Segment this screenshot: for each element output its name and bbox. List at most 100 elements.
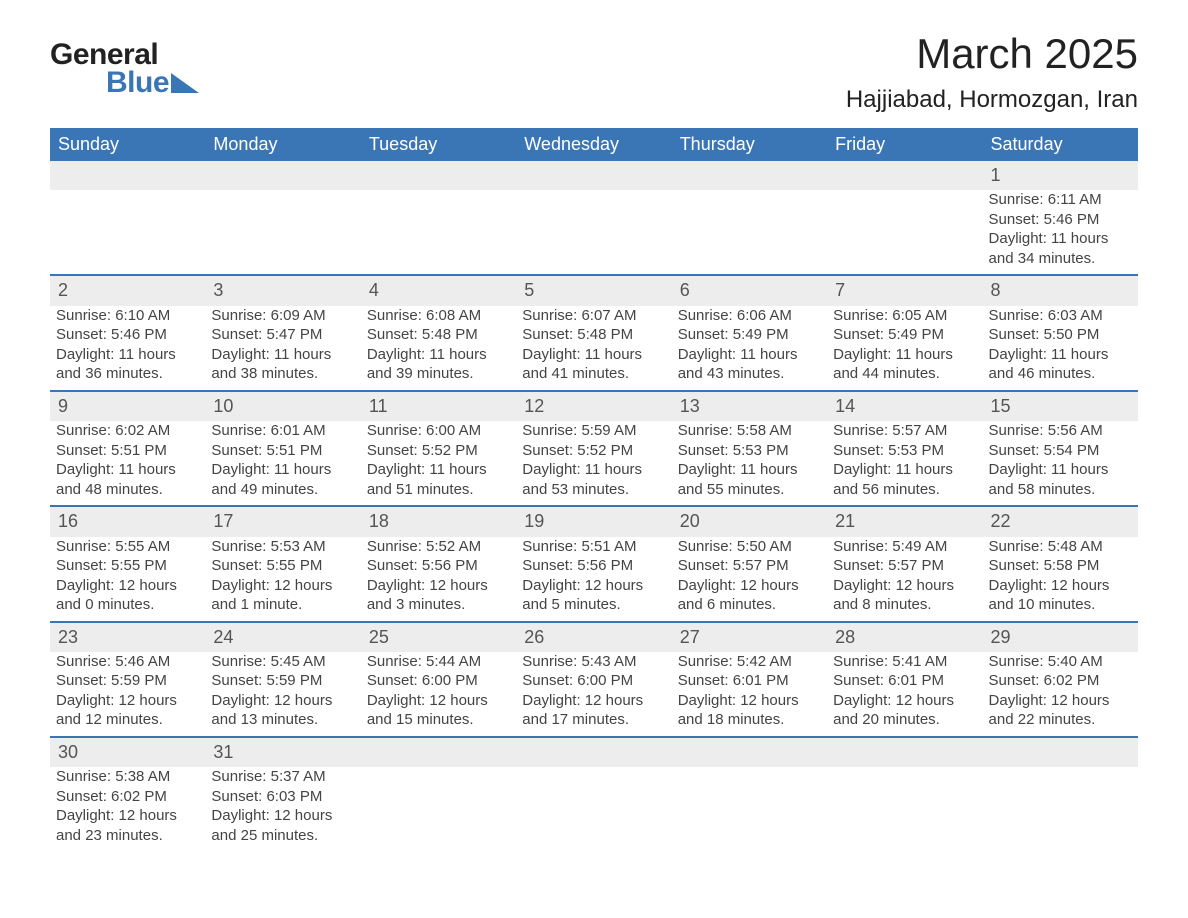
day-detail-cell: Sunrise: 5:40 AMSunset: 6:02 PMDaylight:… (983, 652, 1138, 737)
sunset-text: Sunset: 5:50 PM (989, 325, 1132, 345)
daylight-text: Daylight: 11 hours (989, 460, 1132, 480)
daylight-text: Daylight: 11 hours (678, 345, 821, 365)
title-block: March 2025 Hajjiabad, Hormozgan, Iran (846, 30, 1138, 114)
day-detail-cell: Sunrise: 6:03 AMSunset: 5:50 PMDaylight:… (983, 306, 1138, 391)
sunset-text: Sunset: 5:46 PM (56, 325, 199, 345)
sunrise-text: Sunrise: 6:06 AM (678, 306, 821, 326)
day-number-cell: 12 (516, 391, 671, 421)
daylight-text: and 0 minutes. (56, 595, 199, 615)
day-detail-cell (983, 767, 1138, 851)
daylight-text: Daylight: 12 hours (678, 576, 821, 596)
day-number-cell (827, 737, 982, 767)
daylight-text: and 22 minutes. (989, 710, 1132, 730)
daylight-text: and 20 minutes. (833, 710, 976, 730)
day-number-cell: 29 (983, 622, 1138, 652)
sunset-text: Sunset: 5:56 PM (522, 556, 665, 576)
sunrise-text: Sunrise: 6:03 AM (989, 306, 1132, 326)
sunset-text: Sunset: 5:48 PM (367, 325, 510, 345)
daylight-text: and 10 minutes. (989, 595, 1132, 615)
day-detail-cell (827, 190, 982, 275)
day-number-cell: 25 (361, 622, 516, 652)
daylight-text: and 23 minutes. (56, 826, 199, 846)
day-detail-cell: Sunrise: 5:53 AMSunset: 5:55 PMDaylight:… (205, 537, 360, 622)
day-detail-cell: Sunrise: 5:45 AMSunset: 5:59 PMDaylight:… (205, 652, 360, 737)
sunset-text: Sunset: 6:02 PM (989, 671, 1132, 691)
sunset-text: Sunset: 6:03 PM (211, 787, 354, 807)
daylight-text: Daylight: 12 hours (56, 576, 199, 596)
day-header: Monday (205, 128, 360, 161)
daylight-text: and 41 minutes. (522, 364, 665, 384)
sunrise-text: Sunrise: 5:57 AM (833, 421, 976, 441)
sunset-text: Sunset: 5:54 PM (989, 441, 1132, 461)
daylight-text: Daylight: 12 hours (367, 576, 510, 596)
day-header: Thursday (672, 128, 827, 161)
day-detail-cell: Sunrise: 6:09 AMSunset: 5:47 PMDaylight:… (205, 306, 360, 391)
week-detail-row: Sunrise: 6:11 AMSunset: 5:46 PMDaylight:… (50, 190, 1138, 275)
sunrise-text: Sunrise: 5:41 AM (833, 652, 976, 672)
daylight-text: Daylight: 11 hours (367, 345, 510, 365)
day-number-cell: 20 (672, 506, 827, 536)
daylight-text: Daylight: 11 hours (56, 460, 199, 480)
daylight-text: and 12 minutes. (56, 710, 199, 730)
day-detail-cell: Sunrise: 6:06 AMSunset: 5:49 PMDaylight:… (672, 306, 827, 391)
sunrise-text: Sunrise: 5:37 AM (211, 767, 354, 787)
sunrise-text: Sunrise: 5:52 AM (367, 537, 510, 557)
sunset-text: Sunset: 6:01 PM (833, 671, 976, 691)
sunrise-text: Sunrise: 5:51 AM (522, 537, 665, 557)
day-number-cell: 31 (205, 737, 360, 767)
day-number-cell: 3 (205, 275, 360, 305)
sunrise-text: Sunrise: 5:53 AM (211, 537, 354, 557)
day-number-cell: 5 (516, 275, 671, 305)
sunset-text: Sunset: 5:46 PM (989, 210, 1132, 230)
daylight-text: Daylight: 12 hours (678, 691, 821, 711)
sunset-text: Sunset: 5:55 PM (211, 556, 354, 576)
sunrise-text: Sunrise: 6:02 AM (56, 421, 199, 441)
sunrise-text: Sunrise: 5:38 AM (56, 767, 199, 787)
daylight-text: Daylight: 12 hours (989, 576, 1132, 596)
logo-triangle-icon (171, 73, 199, 93)
daylight-text: and 15 minutes. (367, 710, 510, 730)
daylight-text: and 48 minutes. (56, 480, 199, 500)
daylight-text: and 1 minute. (211, 595, 354, 615)
daylight-text: and 39 minutes. (367, 364, 510, 384)
day-detail-cell: Sunrise: 5:41 AMSunset: 6:01 PMDaylight:… (827, 652, 982, 737)
page-subtitle: Hajjiabad, Hormozgan, Iran (846, 86, 1138, 114)
daylight-text: Daylight: 11 hours (522, 345, 665, 365)
day-header-row: SundayMondayTuesdayWednesdayThursdayFrid… (50, 128, 1138, 161)
sunrise-text: Sunrise: 5:48 AM (989, 537, 1132, 557)
day-number-cell: 30 (50, 737, 205, 767)
day-number-cell (672, 737, 827, 767)
daylight-text: Daylight: 12 hours (211, 806, 354, 826)
sunset-text: Sunset: 5:52 PM (522, 441, 665, 461)
daylight-text: and 56 minutes. (833, 480, 976, 500)
daylight-text: Daylight: 12 hours (522, 576, 665, 596)
day-detail-cell: Sunrise: 5:43 AMSunset: 6:00 PMDaylight:… (516, 652, 671, 737)
week-daynum-row: 1 (50, 161, 1138, 190)
day-number-cell: 7 (827, 275, 982, 305)
day-detail-cell: Sunrise: 5:46 AMSunset: 5:59 PMDaylight:… (50, 652, 205, 737)
day-number-cell (50, 161, 205, 190)
day-number-cell: 21 (827, 506, 982, 536)
sunset-text: Sunset: 5:49 PM (678, 325, 821, 345)
day-detail-cell: Sunrise: 6:08 AMSunset: 5:48 PMDaylight:… (361, 306, 516, 391)
daylight-text: and 5 minutes. (522, 595, 665, 615)
day-detail-cell: Sunrise: 5:51 AMSunset: 5:56 PMDaylight:… (516, 537, 671, 622)
sunset-text: Sunset: 5:49 PM (833, 325, 976, 345)
sunset-text: Sunset: 5:48 PM (522, 325, 665, 345)
day-header: Wednesday (516, 128, 671, 161)
daylight-text: Daylight: 12 hours (211, 576, 354, 596)
day-number-cell (361, 737, 516, 767)
daylight-text: and 51 minutes. (367, 480, 510, 500)
day-detail-cell: Sunrise: 5:48 AMSunset: 5:58 PMDaylight:… (983, 537, 1138, 622)
day-number-cell: 1 (983, 161, 1138, 190)
day-detail-cell: Sunrise: 6:10 AMSunset: 5:46 PMDaylight:… (50, 306, 205, 391)
day-detail-cell: Sunrise: 5:42 AMSunset: 6:01 PMDaylight:… (672, 652, 827, 737)
daylight-text: and 3 minutes. (367, 595, 510, 615)
day-detail-cell: Sunrise: 6:11 AMSunset: 5:46 PMDaylight:… (983, 190, 1138, 275)
sunrise-text: Sunrise: 5:40 AM (989, 652, 1132, 672)
logo: General Blue (50, 30, 199, 98)
daylight-text: and 58 minutes. (989, 480, 1132, 500)
day-number-cell: 15 (983, 391, 1138, 421)
week-daynum-row: 9101112131415 (50, 391, 1138, 421)
daylight-text: Daylight: 11 hours (211, 460, 354, 480)
